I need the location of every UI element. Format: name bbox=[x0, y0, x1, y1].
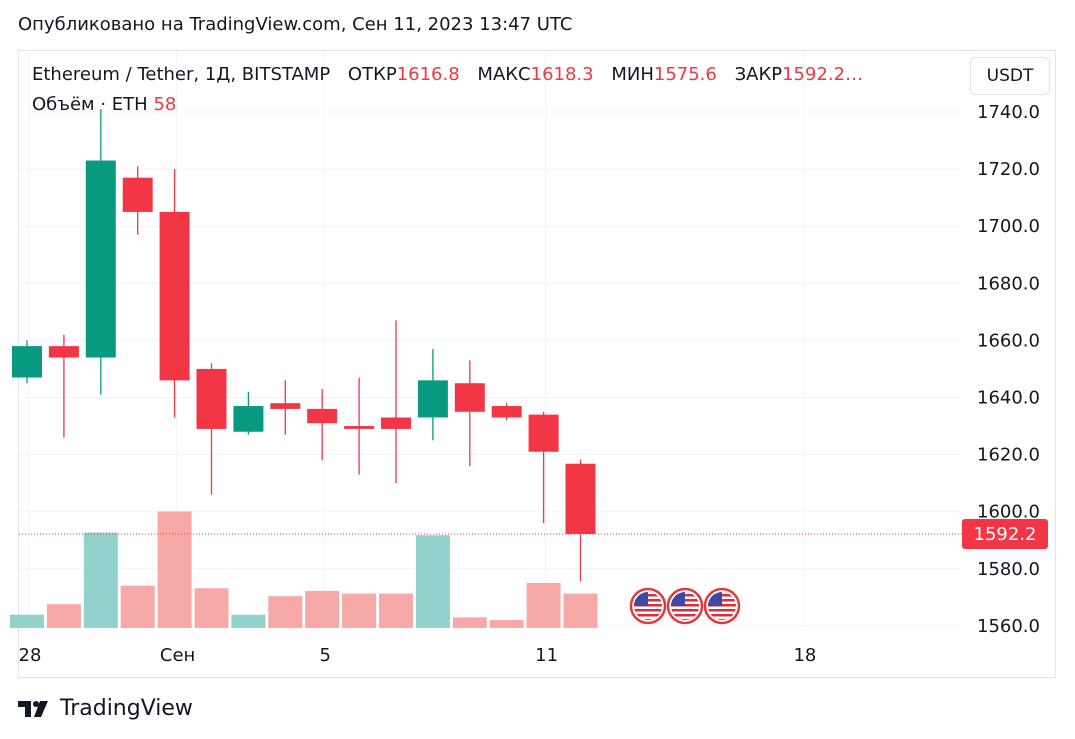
ohlc-legend: Ethereum / Tether, 1Д, BITSTAMP ОТКР1616… bbox=[32, 64, 863, 85]
candle-body bbox=[48, 346, 79, 358]
volume-bar bbox=[157, 511, 192, 628]
volume-label: Объём · ETH bbox=[32, 94, 148, 115]
volume-bar bbox=[194, 588, 229, 628]
candle-body bbox=[381, 417, 411, 429]
time-axis-label: Сен bbox=[160, 645, 195, 666]
candle-body bbox=[122, 177, 153, 212]
open-value: 1616.8 bbox=[396, 64, 460, 85]
price-axis-label: 1680.0 bbox=[977, 273, 1040, 294]
volume-bar bbox=[452, 617, 487, 628]
volume-bar bbox=[342, 593, 377, 628]
price-axis-label: 1740.0 bbox=[977, 102, 1040, 123]
volume-bar bbox=[10, 614, 44, 628]
tradingview-logo[interactable]: TradingView bbox=[18, 696, 193, 721]
volume-bar bbox=[83, 532, 118, 628]
candle-body bbox=[12, 346, 42, 378]
time-axis-label: 5 bbox=[319, 645, 330, 666]
tradingview-logo-icon bbox=[18, 700, 48, 717]
last-price-tag-text: 1592.2 bbox=[974, 524, 1037, 545]
price-axis-label: 1560.0 bbox=[977, 616, 1040, 637]
volume-legend: Объём · ETH 58 bbox=[32, 94, 176, 115]
volume-bar bbox=[231, 614, 266, 628]
volume-bar bbox=[415, 535, 450, 628]
candle-body bbox=[196, 368, 227, 429]
volume-bar bbox=[46, 604, 81, 628]
volume-bar bbox=[489, 620, 524, 628]
volume-bar bbox=[268, 596, 303, 628]
open-label: ОТКР bbox=[347, 64, 397, 85]
candle-body bbox=[233, 406, 264, 432]
price-axis-label: 1600.0 bbox=[977, 502, 1040, 523]
candle-body bbox=[528, 414, 559, 452]
candle-body bbox=[159, 211, 190, 381]
price-axis-label: 1660.0 bbox=[977, 330, 1040, 351]
close-value: 1592.2… bbox=[782, 64, 864, 85]
high-label: МАКС bbox=[477, 64, 531, 85]
candle-body bbox=[344, 426, 375, 429]
time-axis-label: 28 bbox=[19, 645, 42, 666]
volume-bar bbox=[526, 582, 561, 628]
close-label: ЗАКР bbox=[734, 64, 783, 85]
low-value: 1575.6 bbox=[653, 64, 717, 85]
us-flag-icon[interactable] bbox=[629, 587, 667, 625]
candle-body bbox=[565, 463, 596, 534]
time-axis-label: 18 bbox=[793, 645, 816, 666]
high-value: 1618.3 bbox=[530, 64, 594, 85]
candle-body bbox=[85, 160, 116, 358]
price-axis-label: 1700.0 bbox=[977, 216, 1040, 237]
volume-bar bbox=[563, 593, 598, 628]
price-axis-label: 1720.0 bbox=[977, 159, 1040, 180]
price-axis-label: 1640.0 bbox=[977, 388, 1040, 409]
low-label: МИН bbox=[611, 64, 654, 85]
us-flag-icon[interactable] bbox=[666, 587, 704, 625]
candle-body bbox=[270, 403, 301, 409]
volume-bar bbox=[120, 585, 155, 628]
last-price-tag bbox=[962, 518, 1048, 549]
time-axis-label: 11 bbox=[535, 645, 558, 666]
price-axis-label: 1620.0 bbox=[977, 445, 1040, 466]
symbol-label[interactable]: Ethereum / Tether, 1Д, BITSTAMP bbox=[32, 64, 331, 85]
volume-value: 58 bbox=[153, 94, 177, 115]
us-flag-icon[interactable] bbox=[703, 587, 741, 625]
tradingview-brand: TradingView bbox=[60, 696, 193, 721]
candle-body bbox=[454, 383, 485, 412]
currency-button[interactable]: USDT bbox=[970, 57, 1050, 95]
candle-body bbox=[417, 380, 448, 418]
candle-body bbox=[491, 406, 522, 418]
volume-bar bbox=[305, 590, 340, 628]
price-axis-label: 1580.0 bbox=[977, 559, 1040, 580]
published-header: Опубликовано на TradingView.com, Сен 11,… bbox=[18, 14, 573, 35]
volume-bar bbox=[379, 593, 413, 628]
candle-body bbox=[307, 408, 338, 424]
